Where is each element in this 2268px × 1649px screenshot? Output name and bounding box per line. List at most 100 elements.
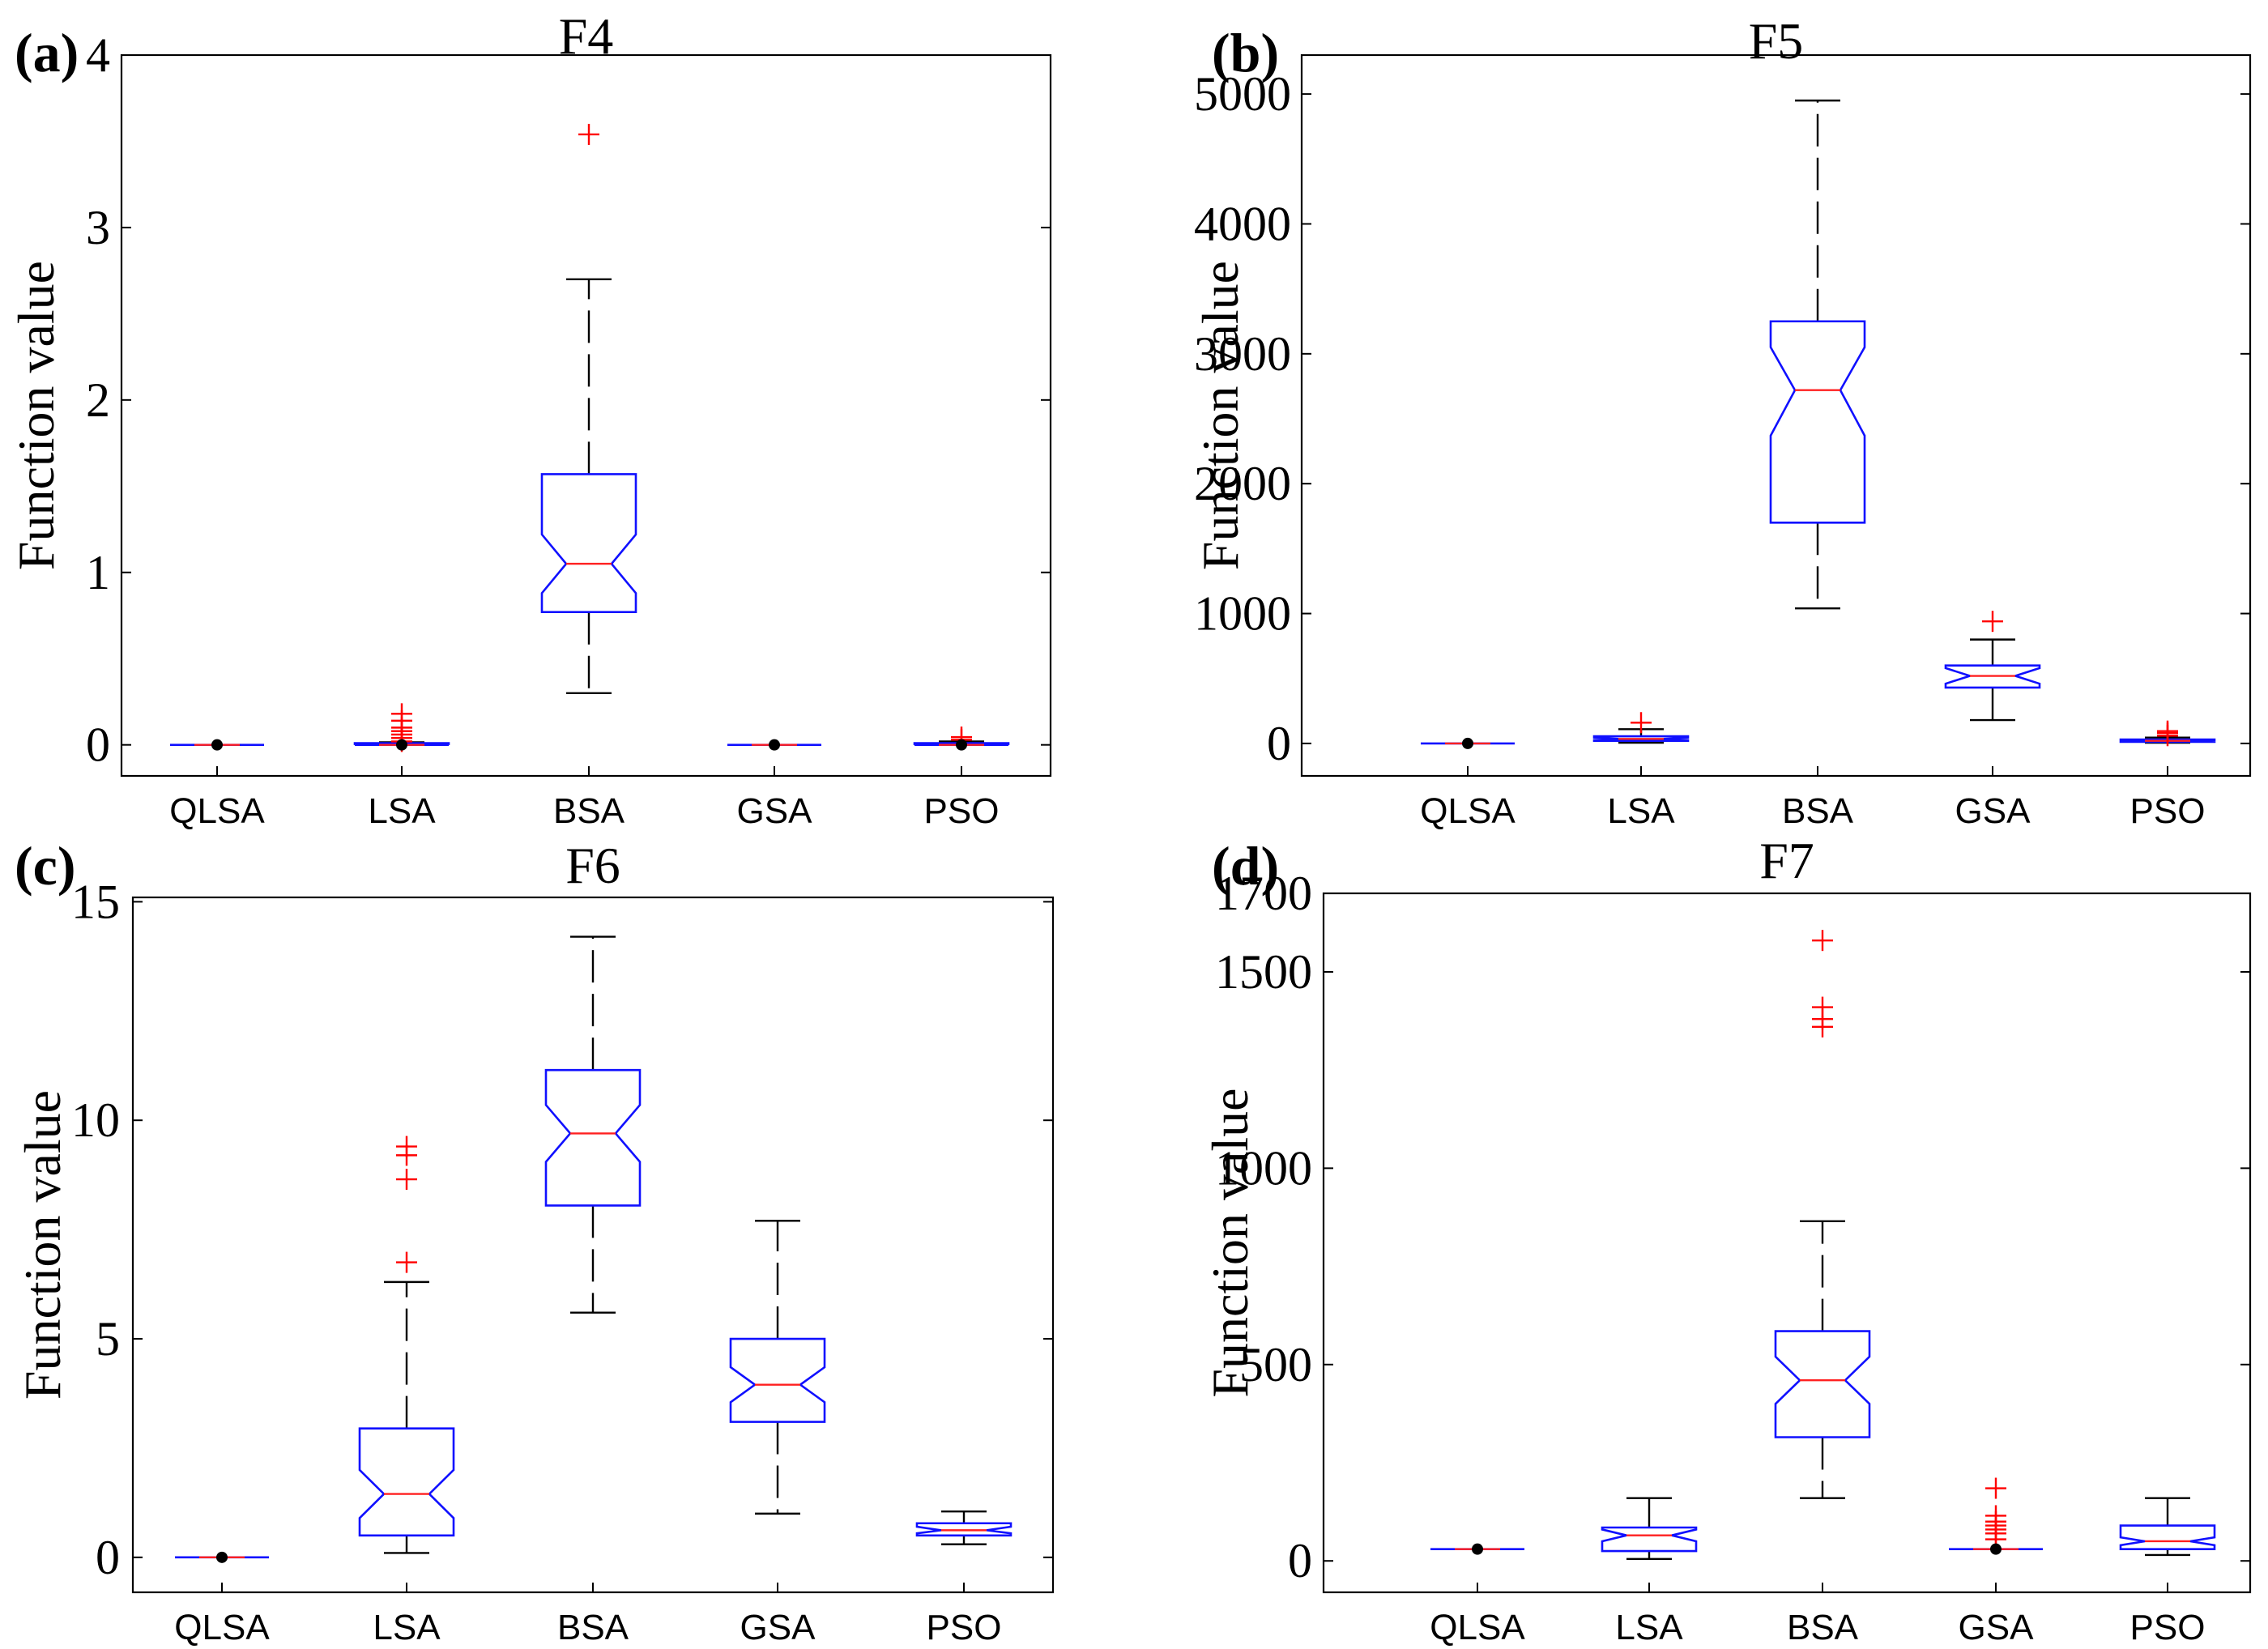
mean-dot — [1990, 1543, 2002, 1555]
mean-dot — [216, 1551, 228, 1563]
outlier-marker — [396, 1251, 417, 1273]
box-gsa: GSA — [1944, 611, 2041, 831]
y-tick-label: 5 — [96, 1312, 120, 1366]
y-tick-label: 3 — [86, 201, 110, 254]
y-tick-label: 1700 — [1215, 867, 1312, 920]
y-tick-label: 3000 — [1194, 327, 1291, 381]
box-body — [2119, 1524, 2216, 1550]
box-pso: PSO — [2119, 1497, 2216, 1647]
x-tick-label: QLSA — [1420, 791, 1516, 831]
box-bsa: BSA — [540, 123, 637, 831]
box-gsa: GSA — [729, 1220, 826, 1647]
panel-b: (b) F5 Function value 0 1000 2000 3000 4000 5000… — [1192, 12, 2252, 831]
box-gsa: GSA — [727, 739, 821, 831]
y-tick-label: 1000 — [1215, 1141, 1312, 1195]
box-lsa: LSA — [358, 1136, 455, 1647]
box-qlsa: QLSA — [169, 739, 265, 831]
x-tick-label: GSA — [1959, 1608, 2035, 1647]
y-tick-label: 1 — [86, 546, 110, 599]
outlier-marker — [1985, 1505, 2006, 1527]
outlier-marker — [396, 1136, 417, 1157]
mean-dot — [396, 739, 407, 751]
mean-dot — [769, 739, 780, 751]
panel-a: (a) F4 Function value 0 1 2 3 4 QLSA LSA BSA GSA PSO — [7, 7, 1052, 831]
box-qlsa: QLSA — [174, 1551, 270, 1647]
chart-title: F6 — [565, 837, 620, 894]
mean-dot — [1472, 1543, 1483, 1555]
outlier-marker — [1985, 1477, 2006, 1499]
panel-label: (b) — [1212, 22, 1279, 83]
box-pso: PSO — [2119, 720, 2216, 831]
outlier-marker — [1982, 611, 2003, 633]
panel-c: (c) F6 Function value 0 5 10 15 QLSA LSA BSA GSA PS… — [14, 835, 1055, 1647]
y-tick-label: 0 — [1288, 1534, 1312, 1587]
box-body — [1774, 1330, 1871, 1438]
x-tick-label: GSA — [1955, 791, 2031, 831]
box-lsa: LSA — [1592, 712, 1690, 831]
panel-label: (c) — [15, 835, 75, 897]
chart-title: F4 — [559, 7, 614, 65]
y-tick-label: 0 — [1267, 717, 1291, 770]
outlier-marker — [1812, 930, 1833, 952]
panel-label: (a) — [15, 22, 79, 83]
box-pso: PSO — [913, 726, 1010, 831]
box-lsa: LSA — [1601, 1497, 1698, 1647]
box-pso: PSO — [915, 1510, 1013, 1647]
chart-title: F5 — [1749, 12, 1804, 70]
box-qlsa: QLSA — [1420, 737, 1516, 831]
y-axis-label: Function value — [7, 261, 65, 570]
box-body — [2119, 738, 2216, 744]
x-tick-label: QLSA — [169, 791, 265, 831]
outlier-marker — [2157, 720, 2178, 742]
box-body — [1944, 664, 2041, 689]
x-tick-label: LSA — [368, 791, 436, 831]
box-body — [1601, 1526, 1698, 1553]
y-axis-label: Function value — [14, 1090, 71, 1400]
x-tick-label: GSA — [737, 791, 813, 831]
y-tick-label: 2 — [86, 373, 110, 427]
box-lsa: LSA — [353, 703, 450, 831]
box-body — [544, 1068, 642, 1207]
x-tick-label: QLSA — [1430, 1608, 1525, 1647]
outlier-marker — [1812, 996, 1833, 1018]
box-body — [358, 1427, 455, 1537]
axes-frame — [1300, 53, 2252, 778]
x-tick-label: GSA — [740, 1608, 816, 1647]
outlier-marker — [391, 703, 412, 725]
box-body — [915, 1522, 1013, 1537]
y-axis-label: Function value — [1192, 261, 1249, 570]
x-tick-label: LSA — [1615, 1608, 1683, 1647]
box-bsa: BSA — [1769, 99, 1866, 831]
x-tick-label: PSO — [924, 791, 1000, 831]
y-tick-label: 1000 — [1194, 587, 1291, 641]
y-tick-label: 5000 — [1194, 67, 1291, 121]
x-tick-label: LSA — [1607, 791, 1675, 831]
box-body — [1769, 320, 1866, 524]
box-bsa: BSA — [544, 935, 642, 1647]
mean-dot — [211, 739, 223, 751]
y-tick-label: 4 — [86, 28, 110, 82]
y-axis-label: Function value — [1201, 1088, 1259, 1397]
y-tick-label: 500 — [1239, 1338, 1312, 1391]
x-tick-label: BSA — [557, 1608, 629, 1647]
box-bsa: BSA — [1774, 930, 1871, 1647]
x-tick-label: BSA — [1782, 791, 1854, 831]
box-body — [729, 1337, 826, 1423]
box-body — [540, 473, 637, 614]
box-body — [353, 742, 450, 746]
x-tick-label: BSA — [1787, 1608, 1859, 1647]
box-qlsa: QLSA — [1430, 1543, 1525, 1647]
box-gsa: GSA — [1949, 1477, 2043, 1647]
mean-dot — [1462, 737, 1473, 749]
x-tick-label: PSO — [927, 1608, 1002, 1647]
x-tick-label: QLSA — [174, 1608, 270, 1647]
y-tick-label: 2000 — [1194, 457, 1291, 510]
y-tick-label: 0 — [86, 718, 110, 772]
y-tick-label: 1500 — [1215, 945, 1312, 999]
x-tick-label: LSA — [373, 1608, 441, 1647]
y-tick-label: 15 — [71, 875, 120, 928]
x-tick-label: PSO — [2130, 791, 2206, 831]
y-tick-label: 10 — [71, 1093, 120, 1147]
y-tick-label: 4000 — [1194, 197, 1291, 250]
axes-frame — [1322, 892, 2252, 1594]
